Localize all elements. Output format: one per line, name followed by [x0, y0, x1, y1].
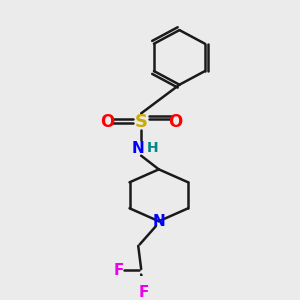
Text: S: S [135, 112, 148, 130]
Text: H: H [146, 141, 158, 155]
Text: O: O [168, 112, 182, 130]
Text: F: F [114, 263, 124, 278]
Text: F: F [138, 285, 149, 300]
Text: N: N [152, 214, 165, 229]
Text: O: O [100, 112, 114, 130]
Text: N: N [132, 141, 145, 156]
